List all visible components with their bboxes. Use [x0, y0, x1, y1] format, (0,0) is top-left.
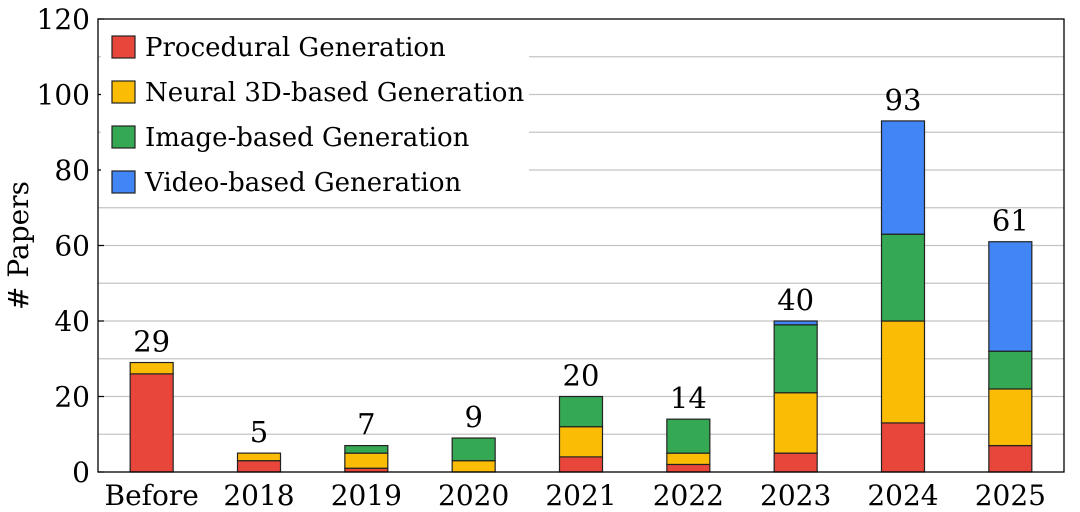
bar-segment	[451, 460, 496, 473]
x-tick-label: 2019	[331, 479, 402, 512]
legend-label: Procedural Generation	[145, 33, 446, 63]
y-tick-label: 80	[54, 154, 90, 187]
bar-segment	[988, 241, 1033, 352]
bar-segment	[451, 437, 496, 462]
y-axis-label: # Papers	[2, 181, 35, 310]
bar-segment	[666, 418, 711, 454]
bar-segment	[988, 350, 1033, 390]
total-label: 7	[357, 408, 375, 442]
total-label: 14	[670, 381, 707, 415]
legend-label: Video-based Generation	[144, 168, 462, 198]
x-tick-label: 2025	[975, 479, 1046, 512]
bar-segment	[666, 452, 711, 466]
y-tick-label: 60	[54, 230, 90, 263]
bar-segment	[880, 233, 926, 322]
legend-label: Neural 3D-based Generation	[145, 78, 524, 108]
bar-segment	[344, 444, 389, 454]
legend-swatch	[111, 125, 136, 149]
total-label: 9	[464, 400, 482, 434]
total-labels: 29 5 7 9 20 14 40 93 61	[133, 83, 1029, 449]
bar-segment	[773, 392, 818, 454]
x-tick-label: 2022	[653, 479, 724, 512]
bar-segment	[558, 426, 604, 458]
x-tick-label: 2018	[223, 479, 294, 512]
x-tick-label: 2023	[760, 479, 831, 512]
legend-label: Image-based Generation	[145, 123, 470, 153]
bar-segment	[236, 460, 282, 473]
total-label: 29	[133, 325, 170, 359]
bar-segment	[880, 320, 926, 424]
bar-segment	[988, 444, 1033, 473]
x-tick-label: 2021	[545, 479, 616, 512]
legend-box	[101, 24, 529, 206]
bar-segment	[666, 463, 711, 473]
bar-segment	[773, 324, 818, 394]
bar-segment	[773, 452, 818, 473]
total-label: 20	[563, 359, 600, 393]
legend-swatch	[111, 80, 136, 104]
total-label: 5	[250, 415, 268, 449]
y-tick-label: 120	[37, 3, 90, 36]
y-tick-label: 20	[54, 381, 90, 414]
total-label: 93	[885, 83, 922, 117]
bar-segment	[880, 422, 926, 473]
bar-segment	[344, 452, 389, 469]
bar-segment	[558, 456, 604, 473]
bar-segment	[773, 320, 818, 326]
y-tick-label: 40	[54, 305, 90, 338]
bar-segment	[558, 395, 604, 428]
bar-segment	[236, 452, 282, 462]
total-label: 40	[777, 283, 814, 317]
x-tick-label: 2020	[438, 479, 509, 512]
bar-segment	[129, 373, 174, 473]
total-label: 61	[992, 204, 1029, 238]
bar-segment	[988, 388, 1033, 447]
legend: Procedural Generation Neural 3D-based Gen…	[101, 24, 529, 206]
y-tick-label: 0	[72, 456, 90, 489]
x-tick-label: Before	[105, 479, 199, 512]
legend-swatch	[111, 170, 136, 194]
bar-segment	[880, 120, 926, 235]
x-tick-label: 2024	[867, 479, 938, 512]
legend-swatch	[111, 35, 136, 59]
bars	[129, 120, 1033, 473]
y-tick-label: 100	[37, 79, 90, 112]
bar-segment	[129, 361, 174, 375]
